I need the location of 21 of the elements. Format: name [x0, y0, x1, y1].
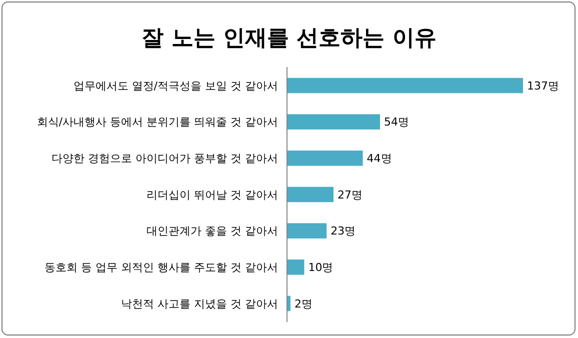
bar	[287, 114, 380, 130]
y-tick-label: 다양한 경험으로 아이디어가 풍부할 것 같아서	[52, 152, 278, 166]
y-tick-label: 대인관계가 좋을 것 같아서	[146, 224, 278, 238]
chart-title: 잘 노는 인재를 선호하는 이유	[142, 26, 436, 51]
bar	[287, 78, 523, 94]
data-label: 27명	[338, 188, 363, 202]
y-tick-label: 동호회 등 업무 외적인 행사를 주도할 것 같아서	[44, 261, 278, 274]
data-label: 2명	[294, 297, 312, 310]
data-label: 137명	[527, 79, 559, 92]
bar	[287, 223, 327, 238]
bar	[287, 186, 334, 202]
y-tick-label: 리더십이 뛰어날 것 같아서	[146, 188, 278, 202]
y-tick-label: 업무에서도 열정/적극성을 보일 것 같아서	[73, 79, 278, 92]
y-tick-label: 낙천적 사고를 지녔을 것 같아서	[121, 297, 278, 310]
data-label: 23명	[330, 224, 356, 238]
bar	[287, 260, 304, 275]
data-label: 10명	[308, 261, 334, 274]
data-label: 44명	[366, 152, 392, 166]
bar	[287, 150, 363, 166]
y-tick-label: 회식/사내행사 등에서 분위기를 띄워줄 것 같아서	[36, 116, 278, 129]
data-label: 54명	[384, 116, 410, 129]
